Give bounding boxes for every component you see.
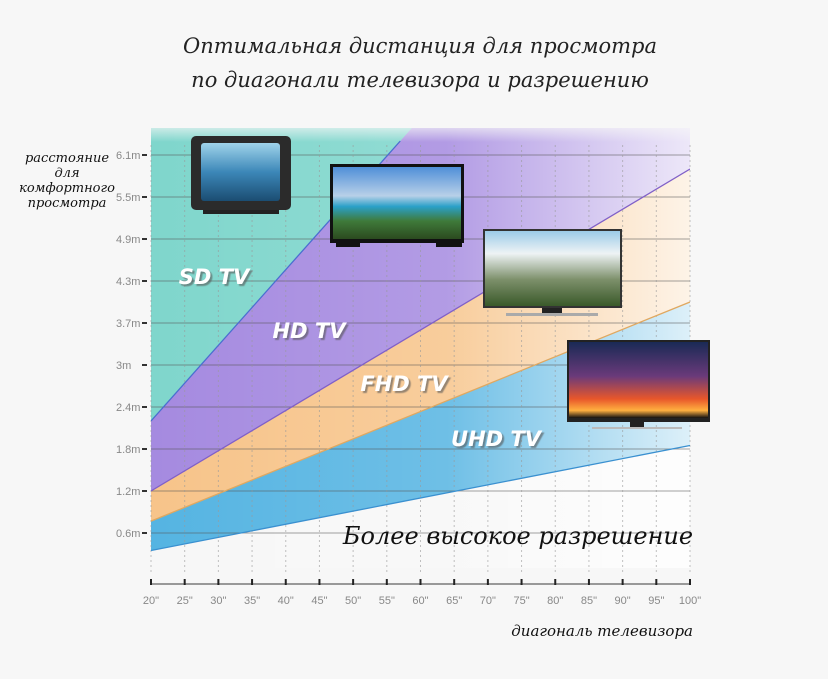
- boundary-line: [151, 168, 690, 492]
- bands: [151, 128, 690, 568]
- x-tick-label: 75": [513, 595, 529, 607]
- x-tick-label: 80": [547, 595, 563, 607]
- x-tick-mark: [150, 579, 152, 585]
- y-tick-label: 4.9m: [116, 234, 140, 246]
- hd-tv-foot: [336, 243, 360, 247]
- x-tick-mark: [419, 579, 422, 585]
- x-tick-mark: [284, 579, 287, 585]
- x-tick-mark: [453, 579, 456, 585]
- y-tick-mark: [142, 490, 147, 492]
- x-axis: 20" 25" 30" 35" 40" 45" 50" 55" 60" 65" 70" 75" 80" 8…: [143, 579, 701, 607]
- x-tick-mark: [217, 579, 220, 585]
- x-tick-mark: [318, 579, 321, 585]
- y-tick-label: 1.2m: [116, 486, 140, 498]
- y-tick-mark: [142, 280, 147, 282]
- y-tick-label: 5.5m: [116, 192, 140, 204]
- sd-tv-screen: [201, 143, 280, 201]
- band-label: FHD TV: [360, 372, 449, 396]
- x-tick-label: 90": [615, 595, 631, 607]
- x-tick-mark: [554, 579, 557, 585]
- y-tick-label: 3m: [116, 360, 131, 372]
- y-tick-label: 4.3m: [116, 276, 140, 288]
- x-tick-label: 85": [581, 595, 597, 607]
- x-tick-mark: [183, 579, 186, 585]
- x-tick-mark: [251, 579, 254, 585]
- annotation-higher-resolution: Более высокое разрешение: [342, 522, 693, 550]
- y-tick-label: 6.1m: [116, 150, 140, 162]
- sd-tv-base: [203, 210, 279, 214]
- y-axis-label-line: расстояние: [25, 151, 109, 166]
- x-tick-label: 20": [143, 595, 159, 607]
- chart-subtitle: по диагонали телевизора и разрешению: [191, 68, 649, 92]
- y-tick-mark: [142, 322, 147, 324]
- chart-title: Оптимальная дистанция для просмотра: [183, 34, 657, 58]
- fhd-tv-base: [506, 313, 598, 316]
- x-tick-mark: [621, 579, 624, 585]
- x-tick-mark: [689, 579, 691, 585]
- y-tick-mark: [142, 154, 147, 156]
- x-tick-mark: [587, 579, 590, 585]
- hd-tv-screen: [333, 167, 461, 239]
- y-axis-label-line: просмотра: [28, 196, 107, 211]
- x-tick-label: 55": [379, 595, 395, 607]
- x-tick-mark: [352, 579, 355, 585]
- tv-images: [191, 136, 710, 429]
- y-tick-mark: [142, 238, 147, 240]
- x-tick-mark: [520, 579, 523, 585]
- x-tick-mark: [655, 579, 658, 585]
- x-tick-label: 45": [311, 595, 327, 607]
- band-labels: SD TV HD TV FHD TV UHD TV: [179, 265, 543, 451]
- y-tick-mark: [142, 532, 147, 534]
- y-tick-label: 3.7m: [116, 318, 140, 330]
- fhd-tv-stand: [542, 308, 562, 313]
- y-tick-mark: [142, 196, 147, 198]
- y-axis-label-line: для: [54, 166, 79, 181]
- x-axis-label: диагональ телевизора: [511, 622, 693, 640]
- band-label: UHD TV: [451, 427, 543, 451]
- x-tick-label: 50": [345, 595, 361, 607]
- x-tick-label: 100": [679, 595, 701, 607]
- x-tick-label: 70": [480, 595, 496, 607]
- x-tick-label: 35": [244, 595, 260, 607]
- uhd-tv-base: [592, 427, 682, 429]
- x-tick-label: 95": [648, 595, 664, 607]
- x-tick-label: 40": [278, 595, 294, 607]
- x-tick-label: 25": [177, 595, 193, 607]
- band-label: HD TV: [273, 319, 348, 343]
- boundary-line: [151, 301, 690, 522]
- y-axis-label-line: комфортного: [19, 181, 115, 196]
- band-label: SD TV: [179, 265, 251, 289]
- y-tick-mark: [142, 448, 147, 450]
- y-tick-mark: [142, 364, 147, 366]
- boundary-line: [151, 444, 690, 552]
- y-axis: 0.6m 1.2m 1.8m 2.4m 3m 3.7m 4.3m 4.9m 5.5m 6.1m: [116, 150, 147, 540]
- y-tick-label: 0.6m: [116, 528, 140, 540]
- x-tick-mark: [486, 579, 489, 585]
- y-tick-label: 1.8m: [116, 444, 140, 456]
- fhd-tv-screen: [485, 231, 620, 306]
- uhd-tv-stand: [630, 422, 644, 427]
- y-tick-label: 2.4m: [116, 402, 140, 414]
- y-tick-mark: [142, 406, 147, 408]
- x-tick-label: 30": [210, 595, 226, 607]
- hd-tv-foot: [436, 243, 462, 247]
- x-tick-label: 60": [412, 595, 428, 607]
- x-tick-label: 65": [446, 595, 462, 607]
- uhd-tv-screen: [569, 342, 708, 418]
- x-tick-mark: [385, 579, 388, 585]
